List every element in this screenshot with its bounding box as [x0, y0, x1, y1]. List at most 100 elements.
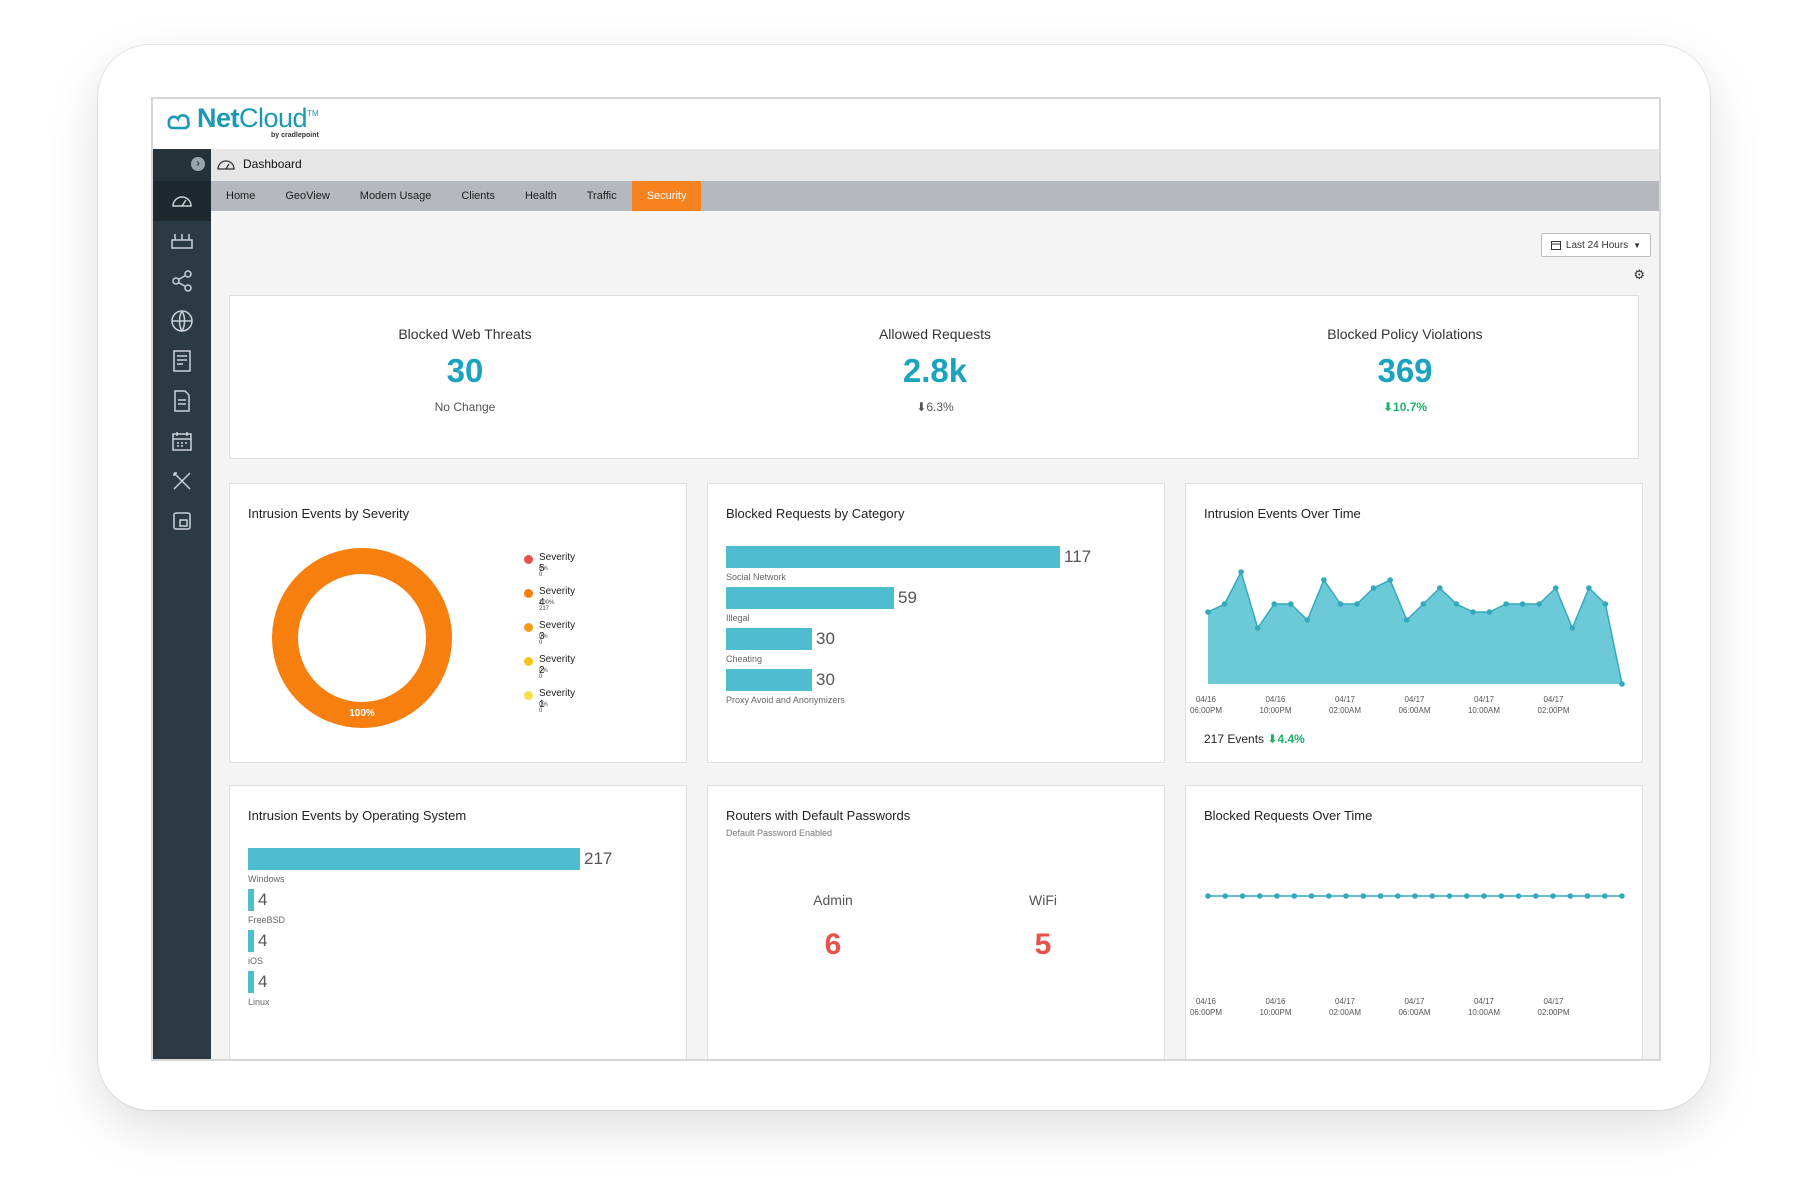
- data-point[interactable]: [1222, 893, 1229, 899]
- arrow-down-icon: ⬇: [1382, 400, 1394, 414]
- sidebar-item-dashboard[interactable]: [153, 181, 211, 221]
- donut-slice-severity-4[interactable]: [272, 548, 452, 728]
- data-point[interactable]: [1360, 893, 1367, 899]
- sidebar-item-reports[interactable]: [153, 341, 211, 381]
- sidebar-item-tools[interactable]: [153, 461, 211, 501]
- card-subtitle: Default Password Enabled: [726, 828, 833, 838]
- tab-geoview[interactable]: GeoView: [285, 190, 330, 202]
- data-point[interactable]: [1377, 893, 1384, 899]
- data-point[interactable]: [1602, 601, 1609, 607]
- data-point[interactable]: [1343, 893, 1349, 899]
- data-point[interactable]: [1446, 893, 1453, 899]
- data-point[interactable]: [1274, 893, 1280, 899]
- data-point[interactable]: [1337, 601, 1344, 607]
- data-point[interactable]: [1395, 893, 1401, 899]
- data-point[interactable]: [1453, 601, 1460, 607]
- app-icon: [173, 512, 191, 530]
- data-point[interactable]: [1387, 577, 1393, 583]
- data-point[interactable]: [1584, 893, 1591, 899]
- data-point[interactable]: [1536, 601, 1542, 607]
- bar-value: 117: [1064, 547, 1092, 566]
- x-tick-label: 04/17 10:00AM: [1459, 996, 1509, 1018]
- data-point[interactable]: [1619, 681, 1625, 687]
- data-point[interactable]: [1550, 893, 1556, 899]
- data-point[interactable]: [1291, 893, 1298, 899]
- data-point[interactable]: [1515, 893, 1522, 899]
- admin-password-stat[interactable]: Admin 6: [763, 892, 903, 962]
- data-point[interactable]: [1567, 893, 1574, 899]
- chevron-right-icon[interactable]: ›: [191, 157, 205, 171]
- data-point[interactable]: [1533, 893, 1539, 899]
- x-tick-time: 02:00AM: [1328, 706, 1362, 715]
- gear-icon[interactable]: ⚙: [1633, 267, 1645, 282]
- data-point[interactable]: [1326, 893, 1332, 899]
- data-point[interactable]: [1321, 577, 1327, 583]
- events-count: 217 Events: [1204, 732, 1265, 746]
- data-point[interactable]: [1437, 585, 1443, 591]
- data-point[interactable]: [1239, 893, 1246, 899]
- data-point[interactable]: [1464, 893, 1470, 899]
- card-title: Intrusion Events by Severity: [248, 506, 410, 521]
- card-title: Blocked Requests by Category: [726, 506, 905, 521]
- sidebar-item-scheduler[interactable]: [153, 421, 211, 461]
- sidebar-item-documents[interactable]: [153, 381, 211, 421]
- x-tick-date: 04/16: [1195, 997, 1217, 1006]
- data-point[interactable]: [1308, 893, 1315, 899]
- data-point[interactable]: [1205, 893, 1211, 899]
- data-point[interactable]: [1586, 585, 1592, 591]
- sidebar-item-devices[interactable]: [153, 221, 211, 261]
- time-range-label: Last 24 Hours: [1565, 239, 1629, 251]
- sidebar-item-networks[interactable]: [153, 261, 211, 301]
- bar: [726, 628, 812, 650]
- wifi-password-stat[interactable]: WiFi 5: [973, 892, 1113, 962]
- data-point[interactable]: [1403, 617, 1410, 623]
- data-point[interactable]: [1519, 601, 1526, 607]
- tab-health[interactable]: Health: [524, 190, 557, 202]
- data-point[interactable]: [1288, 601, 1294, 607]
- sidebar-toggle[interactable]: ›: [153, 149, 211, 181]
- data-point[interactable]: [1221, 601, 1228, 607]
- data-point[interactable]: [1271, 601, 1277, 607]
- tab-security[interactable]: Security: [631, 181, 702, 211]
- severity-donut-chart: 100%: [272, 548, 452, 728]
- data-point[interactable]: [1304, 617, 1311, 623]
- dashboard-icon: [172, 196, 192, 207]
- legend-name: Severity 2: [539, 654, 576, 676]
- tab-home[interactable]: Home: [226, 190, 256, 202]
- data-point[interactable]: [1486, 609, 1493, 615]
- time-range-dropdown[interactable]: Last 24 Hours ▼: [1541, 233, 1651, 257]
- data-point[interactable]: [1254, 625, 1261, 631]
- sidebar-item-locations[interactable]: [153, 301, 211, 341]
- category-card: Blocked Requests by Category 117 Social N…: [707, 483, 1165, 763]
- data-point[interactable]: [1257, 893, 1263, 899]
- data-point[interactable]: [1602, 893, 1608, 899]
- x-tick-label: 04/17 02:00AM: [1320, 996, 1370, 1018]
- data-point[interactable]: [1354, 601, 1360, 607]
- sidebar-item-apps[interactable]: [153, 501, 211, 541]
- arrow-down-icon: ⬇: [916, 400, 927, 414]
- data-point[interactable]: [1205, 609, 1211, 615]
- logo-by-cradlepoint: by cradlepoint: [271, 132, 319, 139]
- data-point[interactable]: [1238, 569, 1244, 575]
- tab-traffic[interactable]: Traffic: [586, 190, 617, 202]
- bar-value: 217: [584, 849, 613, 868]
- x-tick-time: 10:00PM: [1259, 706, 1292, 715]
- data-point[interactable]: [1370, 585, 1377, 591]
- bar-value: 30: [816, 670, 835, 689]
- data-point[interactable]: [1569, 625, 1576, 631]
- data-point[interactable]: [1553, 585, 1559, 591]
- data-point[interactable]: [1412, 893, 1418, 899]
- data-point[interactable]: [1481, 893, 1487, 899]
- tab-clients[interactable]: Clients: [461, 190, 495, 202]
- data-point[interactable]: [1619, 893, 1625, 899]
- netcloud-logo[interactable]: NetCloud TM: [165, 103, 319, 147]
- data-point[interactable]: [1429, 893, 1436, 899]
- tab-modem-usage[interactable]: Modem Usage: [359, 190, 432, 202]
- severity-card: Intrusion Events by Severity 100% Severi…: [229, 483, 687, 763]
- blocked-over-time-card: Blocked Requests Over Time 04/16 06:00PM 0…: [1185, 785, 1643, 1059]
- x-tick-time: 10:00PM: [1259, 1008, 1292, 1017]
- data-point[interactable]: [1503, 601, 1509, 607]
- data-point[interactable]: [1498, 893, 1505, 899]
- data-point[interactable]: [1470, 609, 1476, 615]
- data-point[interactable]: [1420, 601, 1427, 607]
